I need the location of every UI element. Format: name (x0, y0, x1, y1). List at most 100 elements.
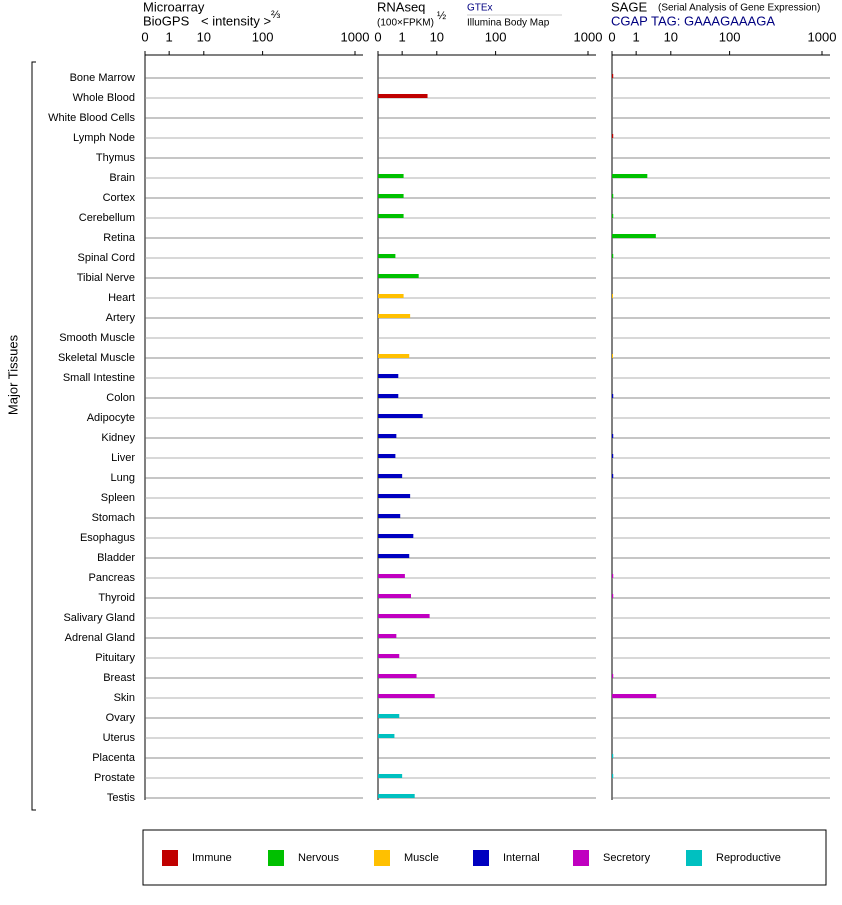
bar (612, 694, 657, 698)
bar (612, 394, 614, 398)
category-label: Lymph Node (73, 132, 135, 144)
x-tick-label: 10 (197, 29, 211, 44)
bar (612, 434, 614, 438)
category-label: Adipocyte (87, 412, 135, 424)
bar (612, 354, 613, 358)
bar (612, 754, 614, 758)
legend-label: Internal (503, 852, 540, 864)
x-tick-label: 1000 (574, 29, 603, 44)
panel-title: RNAseq (377, 0, 425, 14)
legend-swatch (473, 850, 489, 866)
bar (378, 414, 423, 418)
category-label: White Blood Cells (48, 112, 135, 124)
legend-swatch (162, 850, 178, 866)
bar (378, 554, 410, 558)
bar (378, 794, 415, 798)
bar (612, 674, 614, 678)
x-tick-label: 1 (166, 29, 173, 44)
category-label: Cortex (103, 192, 136, 204)
bar (378, 694, 435, 698)
source-label: Illumina Body Map (467, 18, 550, 29)
category-label: Cerebellum (79, 212, 135, 224)
category-label: Small Intestine (63, 372, 135, 384)
bar (378, 374, 399, 378)
bar (378, 354, 410, 358)
x-tick-label: 0 (141, 29, 148, 44)
category-label: Heart (108, 292, 135, 304)
category-label: Placenta (92, 752, 136, 764)
bar (378, 394, 399, 398)
bar (612, 234, 656, 238)
x-tick-label: 100 (485, 29, 507, 44)
category-label: Salivary Gland (63, 612, 135, 624)
category-label: Smooth Muscle (59, 332, 135, 344)
category-label: Lung (111, 472, 135, 484)
legend-swatch (374, 850, 390, 866)
x-tick-label: 10 (430, 29, 444, 44)
category-label: Breast (103, 672, 135, 684)
x-tick-label: 0 (608, 29, 615, 44)
bar (612, 774, 614, 778)
bar (378, 714, 400, 718)
bar (612, 134, 614, 138)
category-label: Tibial Nerve (77, 272, 135, 284)
source-link[interactable]: GTEx (467, 3, 493, 14)
bar (378, 514, 401, 518)
legend-swatch (268, 850, 284, 866)
category-label: Skeletal Muscle (58, 352, 135, 364)
bar (612, 254, 614, 258)
bar (612, 194, 614, 198)
bar (378, 574, 405, 578)
bar (378, 254, 396, 258)
panel-title: SAGE (611, 0, 647, 14)
bar (378, 594, 411, 598)
scale-label: < intensity > (201, 13, 271, 28)
category-label: Artery (106, 312, 136, 324)
bar (612, 214, 614, 218)
x-tick-label: 10 (664, 29, 678, 44)
bracket (31, 61, 36, 811)
category-label: Brain (109, 172, 135, 184)
bar (612, 594, 614, 598)
legend-label: Immune (192, 852, 232, 864)
category-label: Bone Marrow (70, 72, 135, 84)
panel-subtitle: BioGPS (143, 13, 190, 28)
category-label: Esophagus (80, 532, 136, 544)
bar (378, 274, 419, 278)
bar (378, 214, 404, 218)
category-label: Ovary (106, 712, 136, 724)
legend-swatch (686, 850, 702, 866)
bar (378, 614, 430, 618)
y-axis-label: Major Tissues (5, 334, 20, 415)
x-tick-label: 1 (399, 29, 406, 44)
category-label: Stomach (92, 512, 135, 524)
bar (378, 94, 428, 98)
category-label: Bladder (97, 552, 135, 564)
legend-label: Muscle (404, 852, 439, 864)
category-label: Thymus (96, 152, 136, 164)
bar (378, 654, 400, 658)
bar (378, 454, 396, 458)
bar (612, 174, 648, 178)
legend-label: Nervous (298, 852, 339, 864)
x-tick-label: 1000 (341, 29, 370, 44)
x-tick-label: 0 (374, 29, 381, 44)
category-label: Adrenal Gland (65, 632, 135, 644)
x-tick-label: 100 (719, 29, 741, 44)
category-label: Thyroid (98, 592, 135, 604)
bar (378, 434, 397, 438)
scale-exponent: ½ (437, 10, 446, 22)
panel-note: (Serial Analysis of Gene Expression) (658, 3, 820, 14)
scale-exponent: ⅔ (271, 9, 280, 21)
category-label: Prostate (94, 772, 135, 784)
bar (378, 474, 403, 478)
legend-label: Secretory (603, 852, 651, 864)
bar (378, 734, 395, 738)
category-label: Kidney (101, 432, 135, 444)
category-label: Whole Blood (73, 92, 135, 104)
category-label: Pituitary (95, 652, 135, 664)
category-label: Spinal Cord (78, 252, 135, 264)
bar (378, 494, 411, 498)
bar (378, 674, 417, 678)
